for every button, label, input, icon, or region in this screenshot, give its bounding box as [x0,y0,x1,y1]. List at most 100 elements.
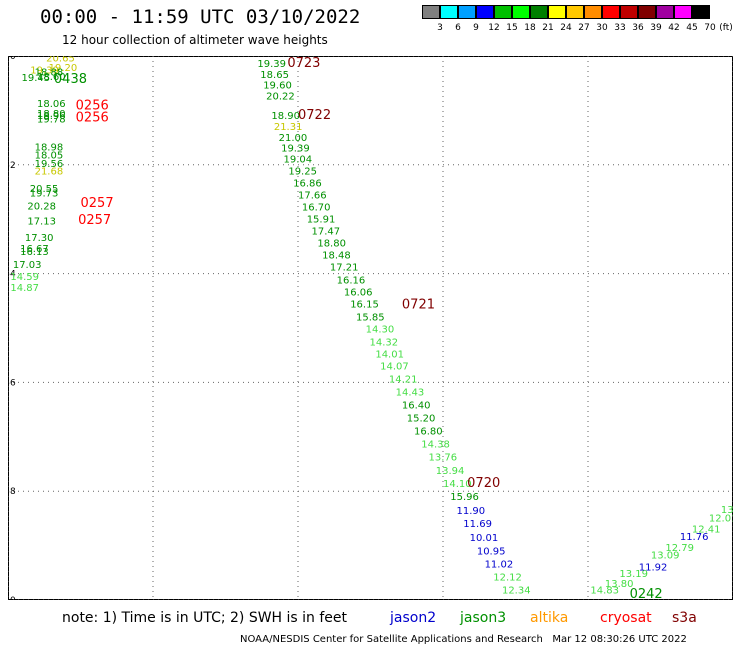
lat-tick-label: -58 [8,487,16,497]
colorbar-swatch [548,5,566,19]
wave-height-value: 13 [721,505,733,516]
colorbar-swatch [584,5,602,19]
colorbar-label: 45 [686,23,698,33]
wave-height-value: 13.94 [436,466,465,477]
colorbar-unit: (ft) [719,23,733,33]
wave-height-value: 14.30 [366,324,395,335]
wave-height-value: 18.90 [271,111,300,122]
wave-height-value: 12.79 [665,543,694,554]
footer-credit: NOAA/NESDIS Center for Satellite Applica… [240,634,687,645]
colorbar-label: 3 [437,23,443,33]
wave-height-value: 12.12 [493,572,522,583]
colorbar-swatch [458,5,476,19]
colorbar-label: 24 [560,23,572,33]
colorbar-swatch [638,5,656,19]
wave-height-value: 21.68 [35,167,64,178]
wave-height-value: 19.20 [49,63,78,74]
wave-height-value: 18.05 [35,150,64,161]
page-title: 00:00 - 11:59 UTC 03/10/2022 [40,6,361,28]
pass-time-label: 0720 [467,476,500,491]
wave-height-value: 14.07 [380,361,409,372]
colorbar-label: 70 [704,23,716,33]
wave-height-value: 21.00 [279,133,308,144]
wave-height-value: 15.20 [407,414,436,425]
wave-height-value: 11.02 [485,559,514,570]
wave-height-value: 18.48 [322,250,351,261]
wave-height-value: 19.04 [284,155,313,166]
colorbar-label: 39 [650,23,662,33]
wave-height-value: 16.70 [302,202,331,213]
wave-height-value: 14.32 [370,337,399,348]
colorbar-label: 36 [632,23,644,33]
legend-altika: altika [530,610,569,626]
pass-time-label: 0438 [54,72,87,87]
pass-time-label: 0723 [287,56,320,71]
wave-height-value: 18.96 [37,111,66,122]
wave-height-value: 14.38 [421,440,450,451]
colorbar-swatch [692,5,710,19]
wave-height-value: 16.15 [350,299,379,310]
lat-tick-label: -54 [8,270,16,280]
wave-height-value: 14.10 [443,479,472,490]
map-frame [8,56,733,600]
colorbar-label: 15 [506,23,518,33]
wave-height-value: 12.41 [692,525,721,536]
wave-height-value: 10.01 [470,533,499,544]
legend-jason3: jason3 [460,610,507,626]
wave-height-value: 12.01 [709,514,733,525]
wave-height-value: 19.39 [281,144,310,155]
pass-time-label: 0257 [78,213,111,228]
wave-height-value: 19.39 [257,59,286,70]
wave-height-value: 14.01 [375,349,404,360]
wave-height-value: 18.60 [37,72,66,83]
lat-tick-label: -60 [8,596,16,600]
wave-height-value: 16.16 [337,275,366,286]
lat-tick-label: -50 [8,56,16,62]
wave-height-value: 12.34 [502,585,531,596]
wave-height-value: 15.91 [307,214,336,225]
wave-height-value: 16.86 [293,179,322,190]
colorbar-swatch [530,5,548,19]
map-plot: -135-132-129-126-123-120-50-52-54-56-58-… [8,56,733,600]
wave-height-value: 18.80 [37,109,66,120]
pass-time-label: 0256 [76,98,109,113]
wave-height-value: 14.83 [590,585,619,596]
colorbar-label: 21 [542,23,554,33]
pass-time-label: 0721 [402,297,435,312]
wave-height-value: 17.30 [25,233,54,244]
colorbar-label: 27 [578,23,590,33]
wave-height-value: 11.90 [457,506,486,517]
legend-jason2: jason2 [390,610,437,626]
wave-height-value: 15.85 [356,312,385,323]
colorbar-swatch [656,5,674,19]
wave-height-value: 13.80 [605,579,634,590]
wave-height-value: 16.06 [344,287,373,298]
colorbar-swatch [566,5,584,19]
legend-cryosat: cryosat [600,610,652,626]
colorbar-swatch [512,5,530,19]
wave-height-value: 18.80 [317,238,346,249]
wave-height-colorbar: 3 6 9 12 15 18 21 24 27 30 33 36 39 42 45 70 (ft) [422,5,733,35]
wave-height-value: 21.31 [274,122,303,133]
wave-height-value: 19.78 [37,114,66,125]
colorbar-label: 9 [473,23,479,33]
wave-height-value: 18.98 [35,143,64,154]
wave-height-value: 16.80 [414,427,443,438]
colorbar-swatch [440,5,458,19]
wave-height-value: 10.95 [477,546,506,557]
pass-time-label: 0722 [298,108,331,123]
wave-height-value: 16.67 [20,244,49,255]
pass-time-label: 0257 [81,196,114,211]
colorbar-swatch [674,5,692,19]
colorbar-swatch [422,5,440,19]
wave-height-value: 16.40 [402,401,431,412]
wave-height-value: 14.87 [10,283,39,294]
wave-height-value: 14.59 [10,272,39,283]
wave-height-value: 16.13 [20,247,49,258]
wave-height-value: 19.45 [22,73,51,84]
wave-height-value: 13.09 [651,551,680,562]
wave-height-value: 15.96 [450,492,479,503]
pass-time-label: 0256 [76,110,109,125]
legend-s3a: s3a [672,610,697,626]
wave-height-value: 19.25 [288,167,317,178]
